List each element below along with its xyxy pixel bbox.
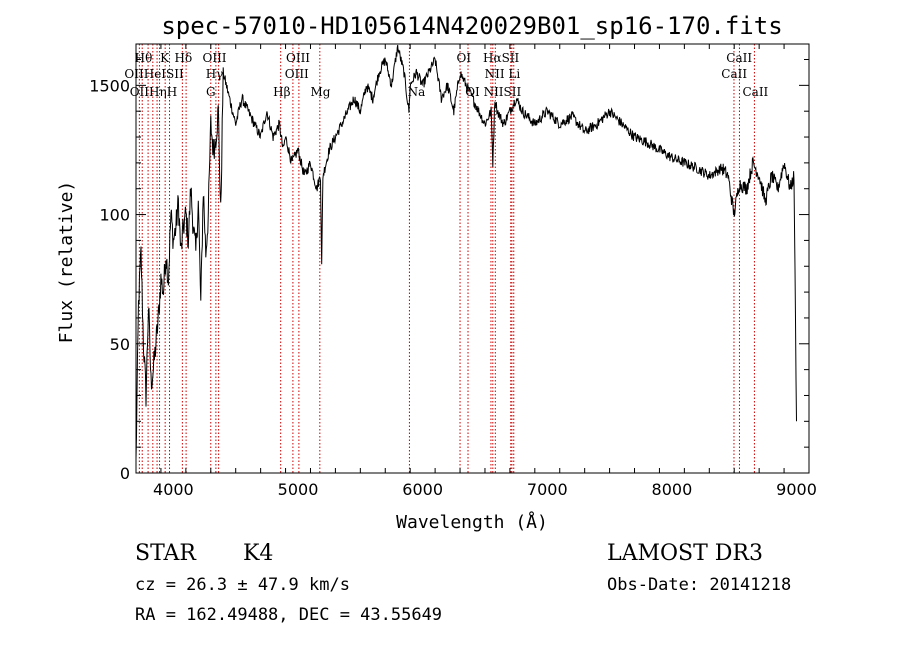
line-label-15: Hβ	[273, 85, 290, 99]
y-tick-label-1: 50	[110, 335, 130, 354]
line-label-1: K	[160, 51, 170, 65]
line-label-6: HαSII	[483, 51, 520, 65]
line-label-9: Hγ	[206, 67, 224, 81]
line-markers	[138, 44, 755, 473]
line-label-3: OIII	[202, 51, 226, 65]
line-label-10: OIII	[285, 67, 309, 81]
x-tick-label-3: 7000	[527, 480, 568, 499]
object-class: STAR	[135, 541, 197, 566]
line-marker-labels: Hθ K Hδ OIII OIII OI HαSII CaII OIIHeISII Hγ OIII N…	[124, 51, 768, 99]
redshift-cz: cz = 26.3 ± 47.9 km/s	[135, 575, 350, 595]
x-tick-label-0: 4000	[153, 480, 194, 499]
survey-name: LAMOST DR3	[607, 541, 763, 566]
y-tick-label-2: 100	[99, 206, 130, 225]
line-label-19: NIISII	[484, 85, 522, 99]
x-axis-label: Wavelength (Å)	[396, 511, 548, 533]
line-label-4: OIII	[286, 51, 310, 65]
line-label-17: Na	[408, 85, 426, 99]
line-label-13: OIIHηH	[130, 85, 177, 99]
obs-date: Obs-Date: 20141218	[607, 575, 791, 595]
x-tick-label-5: 9000	[776, 480, 817, 499]
line-label-5: OI	[456, 51, 471, 65]
x-tick-label-2: 6000	[402, 480, 443, 499]
ra-dec: RA = 162.49488, DEC = 43.55649	[135, 605, 442, 625]
line-label-14: G	[206, 85, 216, 99]
x-tick-label-1: 5000	[278, 480, 319, 499]
chart-title: spec-57010-HD105614N420029B01_sp16-170.f…	[161, 12, 782, 40]
x-axis: 4000 5000 6000 7000 8000 9000	[135, 44, 817, 499]
y-tick-label-0: 0	[120, 464, 130, 483]
spectrum-line	[135, 44, 797, 459]
y-axis-label: Flux (relative)	[56, 181, 77, 344]
line-label-0: Hθ	[135, 51, 153, 65]
y-tick-label-3: 1500	[89, 76, 130, 95]
line-label-8: OIIHeISII	[124, 67, 184, 81]
line-label-20: CaII	[742, 85, 768, 99]
plot-frame	[135, 43, 810, 474]
line-label-16: Mg	[310, 85, 330, 99]
object-subclass: K4	[243, 541, 273, 566]
y-axis: 0 50 100 1500	[89, 59, 809, 483]
x-tick-label-4: 8000	[652, 480, 693, 499]
line-label-2: Hδ	[175, 51, 193, 65]
line-label-7: CaII	[726, 51, 752, 65]
line-label-12: CaII	[721, 67, 747, 81]
line-label-11: NII Li	[485, 67, 521, 81]
